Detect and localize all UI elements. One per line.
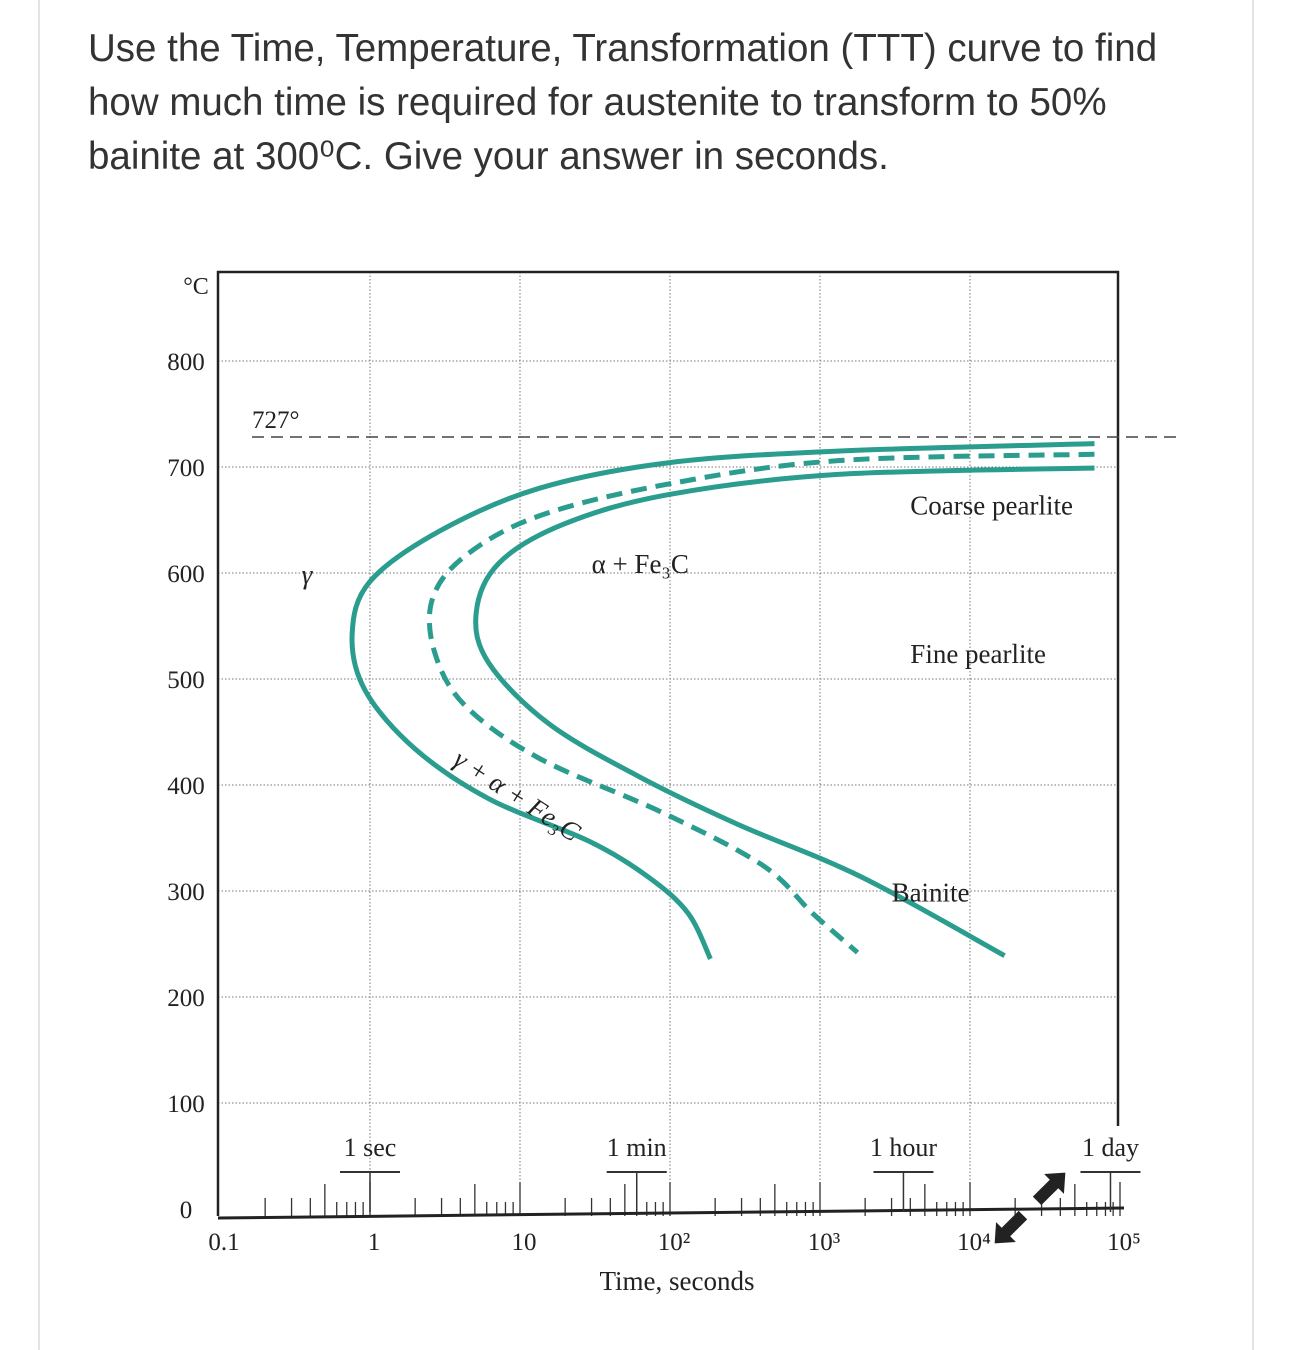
transformation-50pct-curve [426,451,1095,955]
y-tick-label: 300 [167,879,205,906]
time-marker-label: 1 min [607,1133,667,1162]
x-axis [217,1206,1125,1220]
alpha-fe3c-label: α + Fe₃C [592,549,689,579]
plot-border [216,270,1120,1216]
y-tick-label: 200 [167,985,205,1012]
time-marker-label: 1 sec [344,1133,397,1162]
page-frame [38,0,1254,1350]
x-tick-label: 10⁴ [957,1229,991,1256]
time-marker-label: 1 hour [870,1133,938,1162]
bainite-label: Bainite [892,878,970,908]
y-tick-label: 700 [167,455,205,482]
x-tick-label: 10³ [808,1229,841,1256]
x-tick-label: 0.1 [208,1229,239,1256]
time-marker-label: 1 day [1082,1133,1139,1162]
gamma-alpha-fe3c-label: γ + α + Fe₃C [448,744,586,848]
eutectoid-label: 727° [252,407,300,434]
question-text: Use the Time, Temperature, Transformatio… [88,27,1158,178]
y-tick-label: 500 [167,667,205,694]
coarse-pearlite-label: Coarse pearlite [910,491,1073,521]
transformation-start-curve [349,441,1095,960]
y-tick-label: 400 [167,773,205,800]
y-axis-unit: °C [183,274,209,300]
x-tick-label: 10 [512,1229,537,1256]
transformation-end-curve [473,465,1095,958]
expand-arrows-icon [994,1172,1066,1244]
gamma-label: γ [302,560,314,590]
y-tick-label: 800 [167,349,205,376]
y-tick-label: 100 [167,1091,205,1118]
y-tick-label: 600 [167,561,205,588]
y-tick-label: 0 [180,1197,193,1224]
x-tick-label: 1 [368,1229,381,1256]
x-tick-label: 10⁵ [1107,1229,1141,1256]
fine-pearlite-label: Fine pearlite [910,639,1046,669]
x-axis-label: Time, seconds [599,1266,754,1296]
x-tick-label: 10² [658,1229,691,1256]
